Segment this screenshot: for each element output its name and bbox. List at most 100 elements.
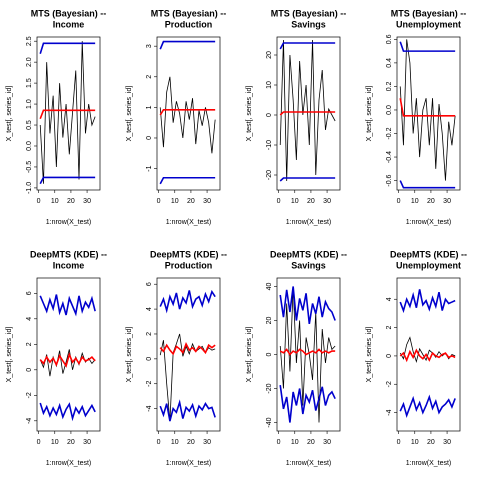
x-tick-label: 20 [307,439,315,446]
series-line [279,42,336,50]
y-tick-label: 0.6 [386,34,393,44]
chart-title: DeepMTS (KDE) -- [390,249,467,259]
x-tick-label: 30 [203,439,211,446]
y-tick-label: 1.0 [26,99,33,109]
y-tick-label: 1.5 [26,78,33,88]
x-tick-label: 30 [323,439,331,446]
chart-title: DeepMTS (KDE) -- [150,249,227,259]
y-tick-label: -4 [146,405,153,411]
x-axis-label: 1:nrow(X_test) [406,219,452,226]
x-tick-label: 10 [291,439,299,446]
x-tick-label: 10 [411,198,419,205]
y-tick-label: -4 [26,418,33,424]
series-line [39,42,96,55]
y-tick-label: -0.4 [386,151,393,163]
x-tick-label: 0 [37,439,41,446]
y-tick-label: 2 [146,332,153,336]
x-tick-label: 0 [277,439,281,446]
plot-frame [156,277,221,432]
chart-title: Production [165,19,213,29]
y-tick-label: 0 [146,136,153,140]
series-line [159,109,216,116]
y-tick-label: 6 [146,282,153,286]
series-line [279,384,336,423]
series-line [279,286,336,325]
chart-title: Unemployment [396,19,461,29]
plot-area [159,40,216,185]
x-axis-label: 1:nrow(X_test) [166,460,212,467]
x-tick-label: 0 [157,439,161,446]
y-tick-label: -0.5 [26,161,33,173]
x-tick-label: 20 [67,198,75,205]
x-tick-label: 20 [187,439,195,446]
plot-area [39,41,96,185]
y-axis-label: X_test[, series_id] [6,86,13,142]
y-axis-label: X_test[, series_id] [246,327,253,383]
y-axis-label: X_test[, series_id] [6,327,13,383]
plot-frame [276,36,341,191]
chart-title: Savings [291,19,326,29]
y-tick-label: 20 [266,51,273,59]
x-axis-label: 1:nrow(X_test) [46,219,92,226]
y-axis-label: X_test[, series_id] [366,327,373,383]
x-tick-label: 10 [51,198,59,205]
series-line [39,176,96,185]
y-tick-label: 3 [146,44,153,48]
plot-frame [36,277,101,432]
y-tick-label: 1 [146,105,153,109]
x-tick-label: 0 [397,198,401,205]
x-tick-label: 0 [277,198,281,205]
plot-frame [276,277,341,432]
y-tick-label: 2.5 [26,36,33,46]
x-tick-label: 0 [157,198,161,205]
y-tick-label: 10 [266,81,273,89]
x-tick-label: 20 [307,198,315,205]
series-line [159,40,216,50]
chart-title: Unemployment [396,260,461,270]
y-tick-label: -20 [266,170,273,180]
y-axis-label: X_test[, series_id] [126,327,133,383]
plot-frame [396,36,461,191]
x-tick-label: 30 [83,439,91,446]
plot-area [39,294,96,422]
x-tick-label: 30 [83,198,91,205]
y-tick-label: 6 [26,291,33,295]
y-tick-label: 4 [386,297,393,301]
y-tick-label: 0 [266,113,273,117]
y-tick-label: 0.0 [26,141,33,151]
y-tick-label: -0.2 [386,127,393,139]
series-line [39,109,96,120]
y-tick-label: 40 [266,283,273,291]
series-line [39,352,96,368]
y-tick-label: 2 [146,75,153,79]
x-tick-label: 20 [67,439,75,446]
y-tick-label: 0 [266,352,273,356]
x-tick-label: 30 [443,439,451,446]
chart-title: MTS (Bayesian) -- [391,8,467,18]
x-axis-label: 1:nrow(X_test) [286,219,332,226]
x-axis-label: 1:nrow(X_test) [286,460,332,467]
y-tick-label: 2.0 [26,57,33,67]
y-tick-label: -2 [146,381,153,387]
series-line [159,76,216,154]
x-tick-label: 30 [203,198,211,205]
series-line [159,399,216,422]
series-line [279,39,336,182]
series-line [399,180,456,189]
x-tick-label: 10 [411,439,419,446]
series-line [159,341,216,356]
chart-title: MTS (Bayesian) -- [271,8,347,18]
y-tick-label: 0.2 [386,81,393,91]
y-tick-label: -1 [146,165,153,171]
series-line [399,348,456,363]
y-tick-label: -2 [386,381,393,387]
series-line [279,286,336,423]
y-tick-label: -0.6 [386,174,393,186]
y-tick-label: -10 [266,140,273,150]
plot-frame [156,36,221,191]
y-tick-label: 20 [266,317,273,325]
x-tick-label: 20 [427,198,435,205]
x-tick-label: 0 [397,439,401,446]
chart-title: DeepMTS (KDE) -- [30,249,107,259]
